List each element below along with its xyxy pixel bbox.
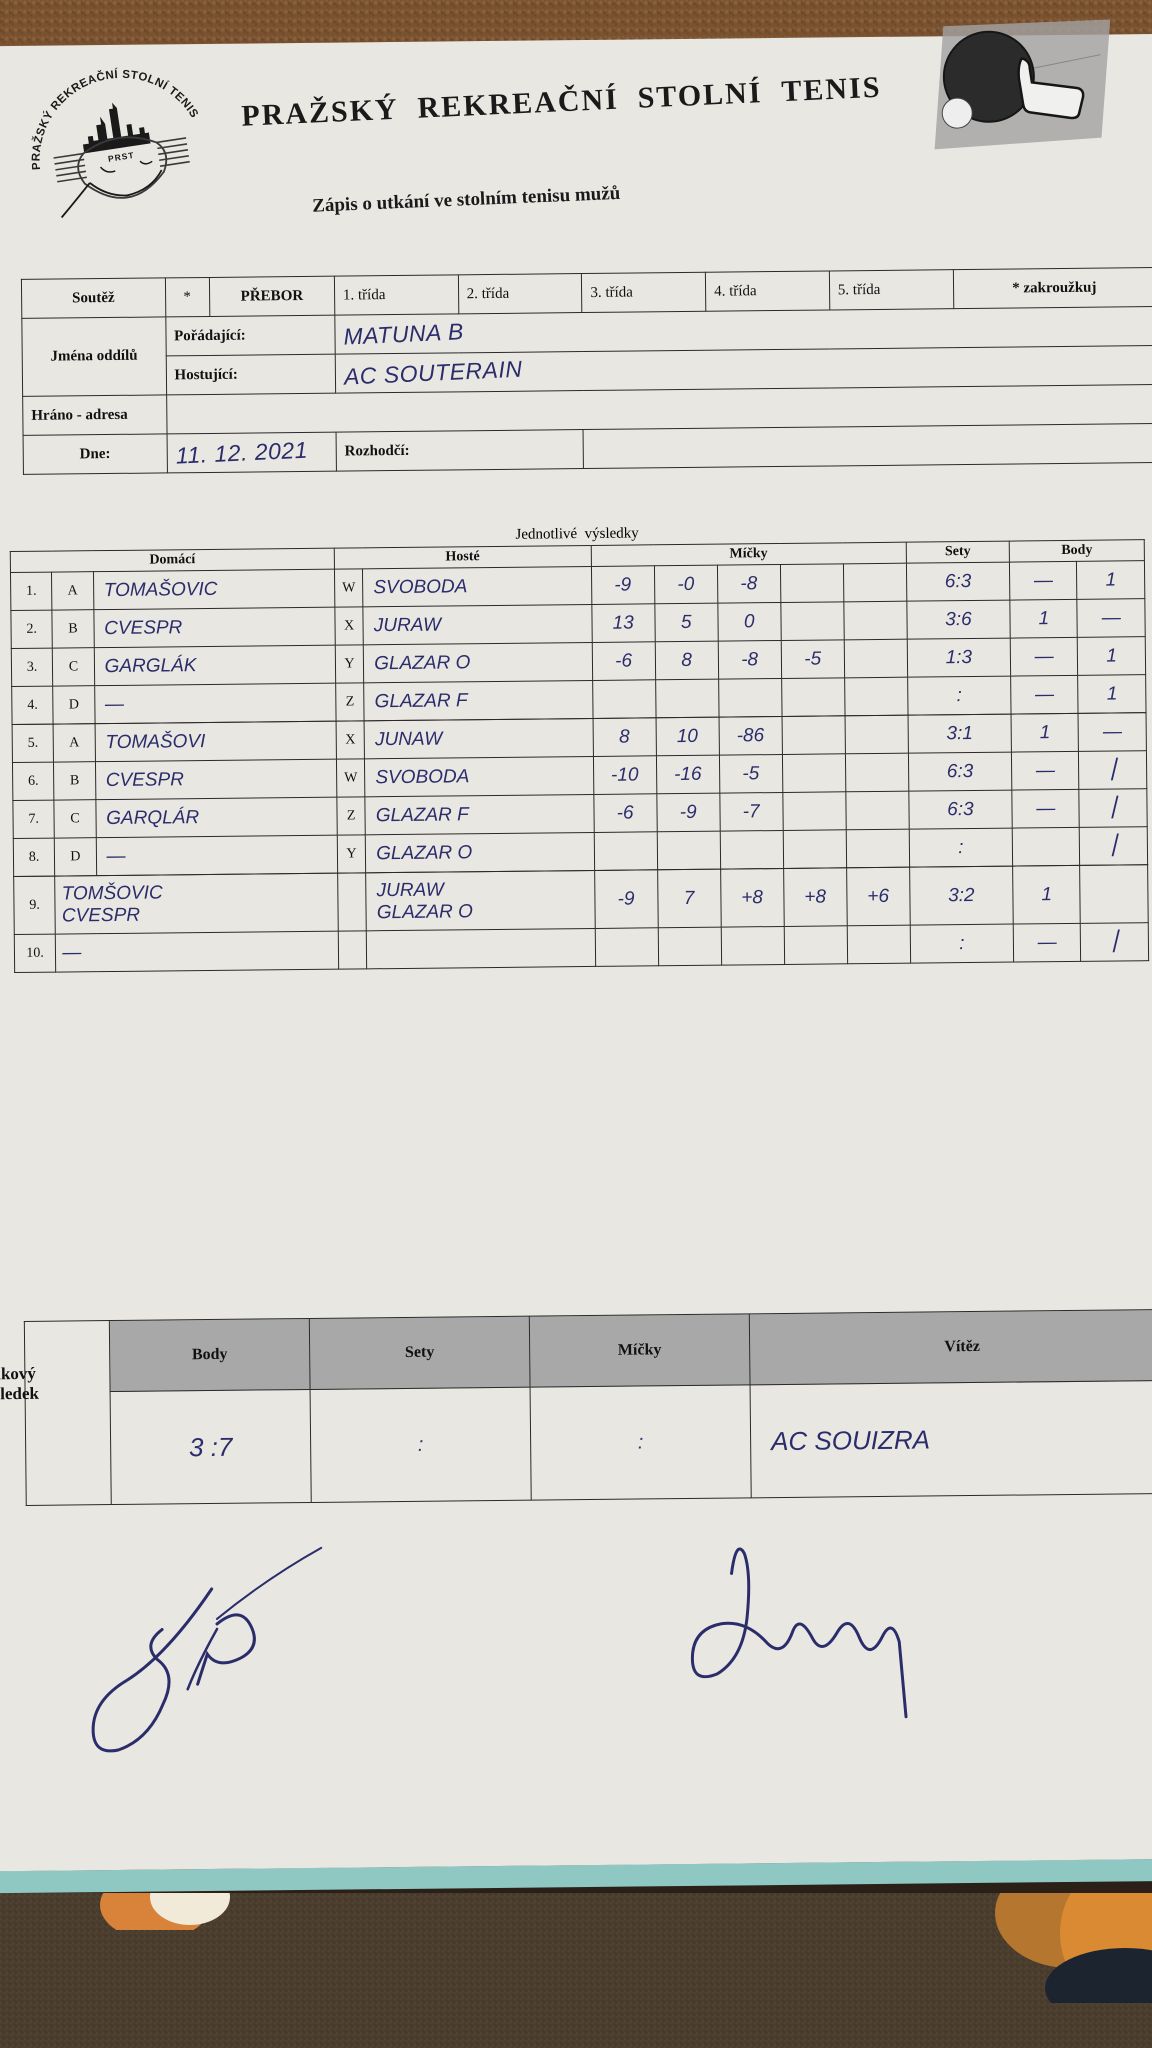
svg-text:PRST: PRST <box>107 150 135 164</box>
svg-text:výsledek: výsledek <box>0 1384 40 1404</box>
svg-text:Celkový: Celkový <box>0 1364 36 1384</box>
